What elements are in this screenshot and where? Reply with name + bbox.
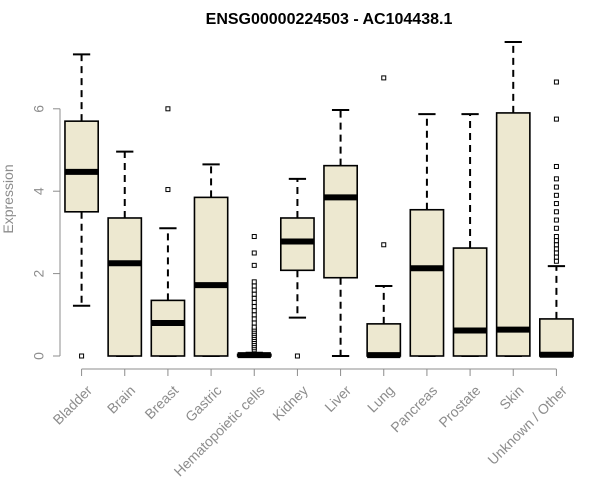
box-breast	[150, 106, 186, 357]
y-tick-label: 4	[31, 187, 47, 195]
outlier-point	[553, 258, 559, 264]
box-bladder	[64, 53, 100, 359]
x-tick-label: Brain	[104, 382, 138, 416]
outlier-point	[553, 79, 559, 85]
outlier-point	[553, 234, 559, 240]
outlier-point	[553, 163, 559, 169]
y-axis: 0 2 4 6	[31, 105, 61, 360]
box-brain	[107, 150, 143, 357]
outlier-point	[381, 242, 387, 248]
iqr-box	[452, 247, 488, 357]
outlier-point	[251, 304, 257, 310]
outlier-point	[251, 316, 257, 322]
box-kidney	[279, 177, 315, 359]
outlier-point	[251, 299, 257, 305]
box-liver	[323, 109, 359, 357]
box-hematopoietic-cells	[236, 234, 272, 359]
x-tick-label: Lung	[364, 382, 397, 415]
box-gastric	[193, 163, 229, 357]
outlier-point	[553, 217, 559, 223]
outlier-point	[251, 295, 257, 301]
y-tick-label: 6	[31, 105, 47, 113]
y-axis-label: Expression	[0, 164, 16, 233]
x-tick-label: Unknown / Other	[484, 382, 570, 468]
outlier-point	[251, 262, 257, 268]
outlier-point	[251, 320, 257, 326]
outlier-point	[553, 192, 559, 198]
outlier-point	[251, 291, 257, 297]
outlier-point	[553, 238, 559, 244]
box-pancreas	[409, 113, 445, 357]
outlier-point	[553, 201, 559, 207]
outlier-point	[165, 187, 171, 193]
x-tick-label: Bladder	[50, 382, 96, 428]
iqr-box	[409, 208, 445, 357]
iqr-box	[495, 112, 531, 357]
x-tick-label: Skin	[496, 382, 527, 413]
outlier-point	[294, 353, 300, 359]
outlier-point	[251, 283, 257, 289]
outlier-point	[553, 242, 559, 248]
outlier-point	[553, 246, 559, 252]
outlier-point	[553, 225, 559, 231]
outlier-point	[553, 184, 559, 190]
outlier-point	[553, 250, 559, 256]
outlier-point	[251, 324, 257, 330]
x-tick-label: Kidney	[269, 382, 311, 424]
box-prostate	[452, 113, 488, 357]
y-tick-label: 2	[31, 269, 47, 277]
x-tick-label: Pancreas	[387, 382, 440, 435]
x-tick-label: Breast	[141, 382, 181, 422]
outlier-point	[381, 75, 387, 81]
iqr-box	[193, 196, 229, 357]
outlier-point	[553, 176, 559, 182]
y-tick-label: 0	[31, 352, 47, 360]
iqr-box	[107, 217, 143, 357]
plot-area	[64, 41, 574, 359]
outlier-point	[251, 308, 257, 314]
x-tick-label: Liver	[321, 382, 354, 415]
outlier-point	[251, 234, 257, 240]
outlier-point	[251, 279, 257, 285]
outlier-point	[165, 106, 171, 112]
box-skin	[495, 41, 531, 357]
iqr-box	[366, 323, 402, 357]
box-lung	[366, 75, 402, 359]
iqr-box	[538, 318, 574, 357]
outlier-point	[251, 287, 257, 293]
outlier-point	[251, 312, 257, 318]
outlier-point	[79, 353, 85, 359]
iqr-box	[64, 120, 100, 213]
chart-title: ENSG00000224503 - AC104438.1	[206, 11, 453, 28]
iqr-box	[323, 164, 359, 279]
box-unknown-other	[538, 79, 574, 358]
outlier-point	[553, 254, 559, 260]
x-tick-label: Prostate	[435, 382, 483, 430]
outlier-point	[553, 116, 559, 122]
iqr-box	[150, 299, 186, 357]
x-tick-label: Gastric	[182, 382, 225, 425]
outlier-point	[553, 209, 559, 215]
outlier-point	[251, 250, 257, 256]
